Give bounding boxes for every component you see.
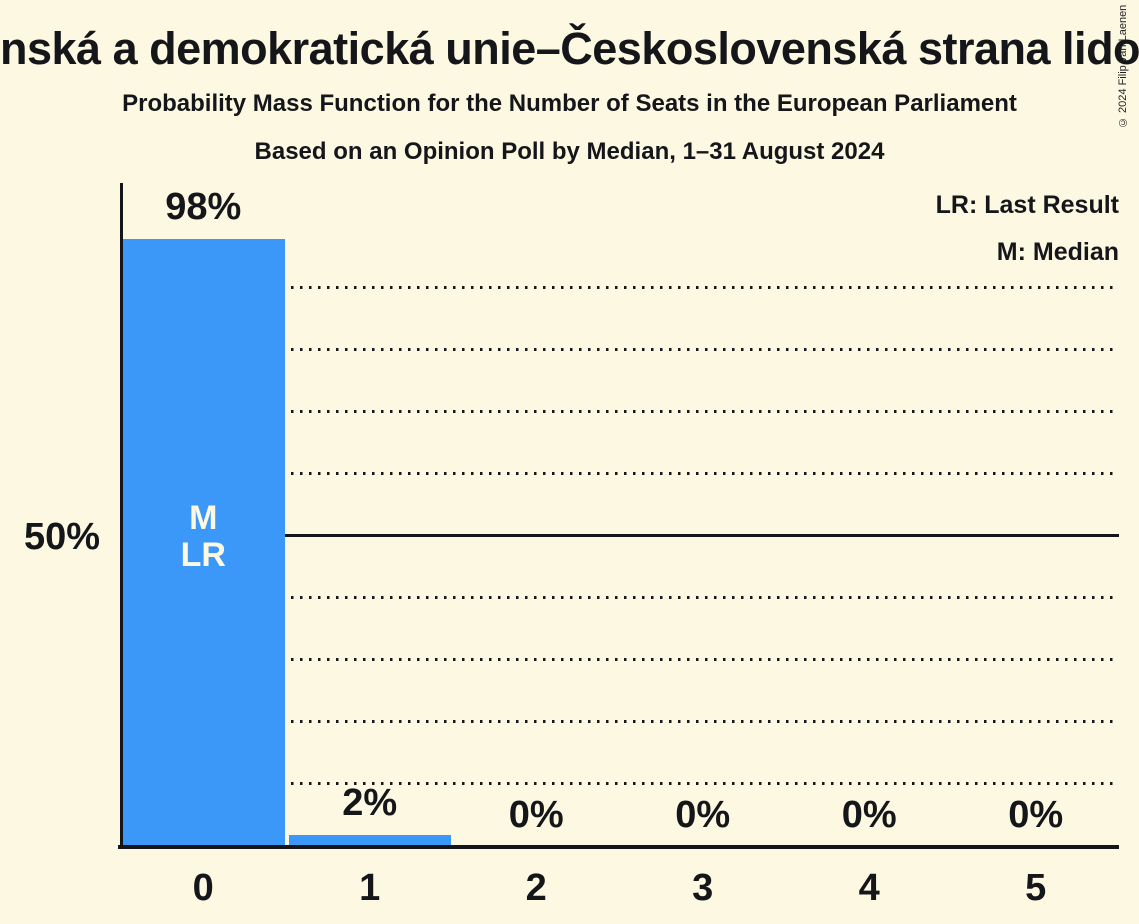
- y-axis-tick-50: 50%: [23, 516, 100, 558]
- x-axis-line: [118, 845, 1119, 849]
- value-label-seats-4: 0%: [841, 794, 897, 836]
- plot-area: 98% M LR 2% 0% 0% 0% 0%: [118, 183, 1119, 849]
- marker-line-m: M: [189, 498, 218, 537]
- value-label-seats-3: 0%: [675, 794, 731, 836]
- gridline-90pct: [120, 285, 1119, 289]
- value-label-seats-0: 98%: [165, 185, 242, 228]
- value-label-seats-1: 2%: [342, 781, 398, 824]
- gridline-20pct: [120, 719, 1119, 723]
- x-axis-labels: 0 1 2 3 4 5: [120, 864, 1119, 912]
- bar-column-2: 0%: [453, 183, 620, 847]
- marker-line-lr: LR: [180, 535, 226, 574]
- chart-subtitle: Probability Mass Function for the Number…: [122, 90, 1017, 117]
- chart-title: nská a demokratická unie–Československá …: [0, 23, 1139, 74]
- x-axis-label-4: 4: [858, 867, 880, 909]
- bar-column-0: 98% M LR: [120, 183, 287, 847]
- x-axis-label-0: 0: [192, 867, 214, 909]
- gridline-70pct: [120, 409, 1119, 413]
- bar-column-4: 0%: [786, 183, 953, 847]
- gridline-10pct: [120, 781, 1119, 785]
- gridline-50pct-solid: [120, 533, 1119, 537]
- bar-seats-0: [122, 238, 285, 847]
- median-last-result-marker: M LR: [122, 498, 285, 574]
- bar-column-3: 0%: [620, 183, 787, 847]
- bar-seats-1: [288, 834, 451, 847]
- bars-layer: 98% M LR 2% 0% 0% 0% 0%: [120, 183, 1119, 847]
- bar-column-1: 2%: [287, 183, 454, 847]
- value-label-seats-5: 0%: [1008, 794, 1064, 836]
- x-axis-label-5: 5: [1025, 867, 1047, 909]
- gridline-80pct: [120, 347, 1119, 351]
- x-axis-label-3: 3: [692, 867, 714, 909]
- legend-median: M: Median: [996, 238, 1119, 266]
- value-label-seats-2: 0%: [508, 794, 564, 836]
- chart-legend: LR: Last Result M: Median: [936, 182, 1119, 276]
- bar-column-5: 0%: [953, 183, 1120, 847]
- x-axis-label-1: 1: [359, 867, 381, 909]
- y-axis-line: [120, 183, 123, 847]
- x-axis-label-2: 2: [525, 867, 547, 909]
- gridline-40pct: [120, 595, 1119, 599]
- gridline-30pct: [120, 657, 1119, 661]
- legend-last-result: LR: Last Result: [935, 191, 1119, 219]
- copyright-notice: © 2024 Filip van Laenen: [1117, 4, 1129, 128]
- chart-poll-source: Based on an Opinion Poll by Median, 1–31…: [254, 138, 885, 165]
- gridline-60pct: [120, 471, 1119, 475]
